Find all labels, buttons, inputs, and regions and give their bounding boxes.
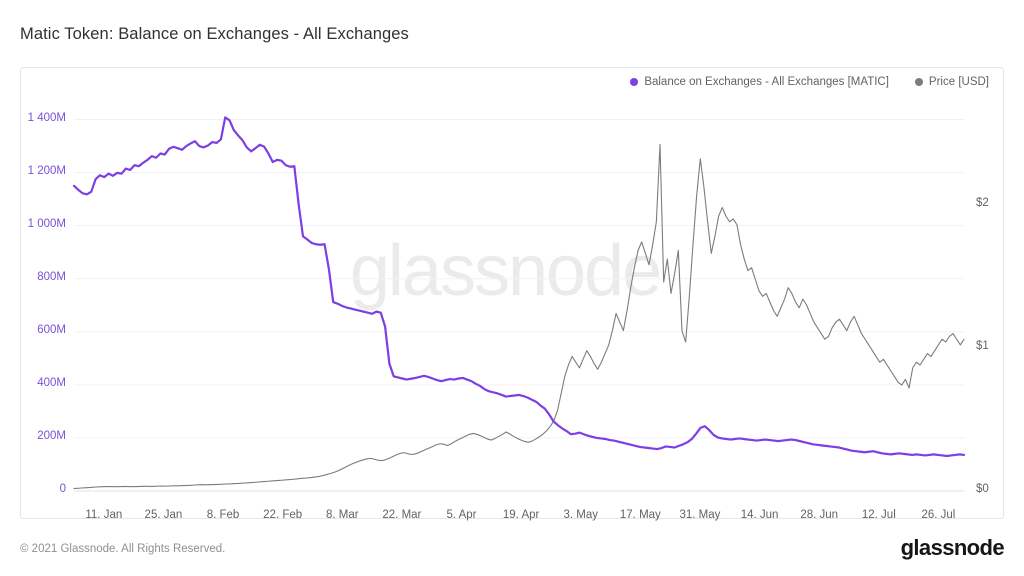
x-axis-tick: 12. Jul — [861, 509, 896, 521]
glassnode-logo: glassnode — [900, 535, 1005, 560]
y-axis-right-tick: $0 — [976, 483, 989, 495]
x-axis-tick: 19. Apr — [502, 509, 540, 521]
x-axis-tick: 22. Feb — [263, 509, 303, 521]
legend-dot-price — [914, 78, 923, 86]
x-axis-tick: 3. May — [563, 509, 598, 521]
x-axis-tick: 22. Mar — [382, 509, 422, 521]
legend-item-balance[interactable]: Balance on Exchanges - All Exchanges [MA… — [630, 76, 889, 88]
x-axis-tick: 8. Mar — [325, 509, 359, 521]
gridlines — [74, 119, 964, 492]
x-axis-tick: 17. May — [619, 509, 661, 521]
x-axis-tick: 11. Jan — [85, 509, 123, 521]
x-axis-tick: 26. Jul — [921, 509, 956, 521]
x-axis-tick: 25. Jan — [144, 509, 183, 521]
y-axis-left-tick: 200M — [37, 429, 66, 442]
chart-panel: Balance on Exchanges - All Exchanges [MA… — [20, 67, 1004, 521]
page-title: Matic Token: Balance on Exchanges - All … — [20, 25, 409, 43]
legend-dot-balance — [630, 78, 639, 86]
legend-item-price[interactable]: Price [USD] — [914, 76, 989, 88]
balance-line — [72, 116, 966, 458]
plot-area — [72, 116, 966, 492]
y-axis-left-tick: 400M — [37, 376, 66, 389]
legend-label-price: Price [USD] — [928, 76, 989, 88]
x-axis-tick: 8. Feb — [206, 509, 240, 521]
y-axis-left-tick: 0 — [59, 483, 66, 495]
y-axis-left-tick: 800M — [37, 270, 66, 283]
y-axis-right-tick: $2 — [976, 196, 989, 209]
price-line — [73, 143, 965, 489]
x-axis-tick: 5. Apr — [446, 509, 477, 521]
x-axis-tick: 31. May — [679, 509, 721, 521]
y-axis-left-tick: 1 000M — [27, 217, 66, 230]
footer-copyright: © 2021 Glassnode. All Rights Reserved. — [20, 543, 226, 555]
y-axis-left-tick: 1 200M — [27, 164, 66, 177]
chart-legend: Balance on Exchanges - All Exchanges [MA… — [630, 76, 989, 88]
y-axis-left-tick: 1 400M — [27, 111, 66, 124]
legend-label-balance: Balance on Exchanges - All Exchanges [MA… — [644, 76, 889, 88]
y-axis-left-tick: 600M — [37, 323, 66, 336]
y-axis-right-tick: $1 — [976, 339, 989, 352]
x-axis-tick: 14. Jun — [740, 509, 779, 521]
x-axis-tick: 28. Jun — [800, 509, 839, 521]
